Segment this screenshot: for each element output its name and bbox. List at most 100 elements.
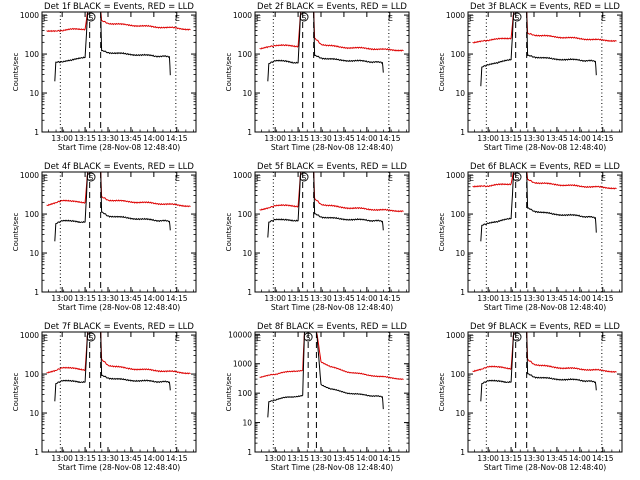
xtick-label: 13:30 xyxy=(310,134,332,143)
plot-frame xyxy=(41,171,197,293)
marker-label-s: S xyxy=(306,334,311,342)
plot-frame xyxy=(254,331,410,453)
ytick-label: 10000 xyxy=(228,330,252,339)
xtick-label: 14:00 xyxy=(143,134,165,143)
xtick-label: 14:15 xyxy=(379,294,401,303)
ytick-label: 1000 xyxy=(20,331,39,340)
xtick-label: 14:00 xyxy=(356,454,378,463)
ytick-label: 1 xyxy=(247,288,252,297)
plot-frame xyxy=(41,331,197,453)
marker-label-e-right: E xyxy=(175,334,180,343)
panel-title: Det 2f BLACK = Events, RED = LLD xyxy=(257,2,407,12)
ytick-label: 1000 xyxy=(233,360,252,369)
series-events-line xyxy=(480,332,597,402)
ytick-label: 100 xyxy=(25,50,40,59)
marker-label-e-left: E xyxy=(256,334,261,343)
xtick-label: 13:30 xyxy=(97,134,119,143)
y-axis-label: Counts/sec xyxy=(225,53,233,92)
ytick-label: 100 xyxy=(238,389,253,398)
series-lld-line xyxy=(46,172,191,208)
xtick-label: 13:45 xyxy=(333,454,355,463)
xtick-label: 14:15 xyxy=(166,294,188,303)
xtick-label: 13:00 xyxy=(51,134,73,143)
series-events-line xyxy=(267,12,384,82)
ytick-label: 1000 xyxy=(446,331,465,340)
panel-title: Det 9f BLACK = Events, RED = LLD xyxy=(470,322,620,332)
marker-label-e-left: E xyxy=(469,14,474,23)
xtick-label: 13:30 xyxy=(97,294,119,303)
xtick-label: 14:15 xyxy=(166,134,188,143)
ytick-label: 10 xyxy=(242,89,252,98)
ytick-label: 1 xyxy=(247,448,252,457)
x-axis-label: Start Time (28-Nov-08 12:48:40) xyxy=(58,463,180,472)
panel-det-2: Det 2f BLACK = Events, RED = LLD 1 10 100 10… xyxy=(225,2,410,152)
panel-det-4: Det 4f BLACK = Events, RED = LLD 1 10 100 10… xyxy=(12,162,197,312)
panel-det-7: Det 7f BLACK = Events, RED = LLD 1 10 100 10… xyxy=(12,322,197,472)
panel-det-6: Det 6f BLACK = Events, RED = LLD 1 10 100 10… xyxy=(438,162,623,312)
ytick-label: 10 xyxy=(455,249,465,258)
ytick-label: 1 xyxy=(247,128,252,137)
x-axis-label: Start Time (28-Nov-08 12:48:40) xyxy=(484,143,606,152)
ytick-label: 10 xyxy=(29,89,39,98)
panel-title: Det 8f BLACK = Events, RED = LLD xyxy=(257,322,407,332)
xtick-label: 13:00 xyxy=(264,134,286,143)
ytick-label: 1 xyxy=(34,128,39,137)
xtick-label: 14:00 xyxy=(356,134,378,143)
xtick-label: 13:15 xyxy=(287,294,309,303)
marker-label-s: S xyxy=(302,174,307,182)
plot-frame xyxy=(254,11,410,133)
xtick-label: 14:00 xyxy=(356,294,378,303)
x-axis-label: Start Time (28-Nov-08 12:48:40) xyxy=(58,143,180,152)
xtick-label: 14:15 xyxy=(592,454,614,463)
panel-title: Det 6f BLACK = Events, RED = LLD xyxy=(470,162,620,172)
plot-frame xyxy=(254,171,410,293)
plot-frame xyxy=(467,171,623,293)
ytick-label: 1 xyxy=(34,448,39,457)
ytick-label: 1000 xyxy=(233,11,252,20)
ytick-label: 10 xyxy=(455,89,465,98)
ytick-label: 100 xyxy=(451,370,466,379)
series-lld-line xyxy=(46,12,191,33)
marker-label-s: S xyxy=(89,14,94,22)
y-axis-label: Counts/sec xyxy=(12,373,20,412)
panel-title: Det 7f BLACK = Events, RED = LLD xyxy=(44,322,194,332)
marker-label-e-left: E xyxy=(43,14,48,23)
xtick-label: 13:30 xyxy=(310,294,332,303)
x-axis-label: Start Time (28-Nov-08 12:48:40) xyxy=(271,463,393,472)
ytick-label: 1000 xyxy=(20,171,39,180)
xtick-label: 14:15 xyxy=(592,294,614,303)
xtick-label: 13:15 xyxy=(500,134,522,143)
series-events-line xyxy=(54,332,171,402)
series-lld-line xyxy=(259,172,404,213)
xtick-label: 13:15 xyxy=(74,454,96,463)
ytick-label: 100 xyxy=(451,50,466,59)
ytick-label: 10 xyxy=(29,249,39,258)
xtick-label: 13:30 xyxy=(523,134,545,143)
plot-frame xyxy=(467,331,623,453)
marker-label-e-left: E xyxy=(256,14,261,23)
series-events-line xyxy=(480,12,597,87)
marker-label-s: S xyxy=(89,334,94,342)
xtick-label: 13:45 xyxy=(546,134,568,143)
xtick-label: 13:45 xyxy=(546,294,568,303)
xtick-label: 14:00 xyxy=(569,454,591,463)
xtick-label: 13:15 xyxy=(74,294,96,303)
series-lld-line xyxy=(46,332,191,375)
x-axis-label: Start Time (28-Nov-08 12:48:40) xyxy=(484,463,606,472)
xtick-label: 13:45 xyxy=(120,294,142,303)
y-axis-label: Counts/sec xyxy=(12,53,20,92)
xtick-label: 13:45 xyxy=(333,134,355,143)
y-axis-label: Counts/sec xyxy=(12,213,20,252)
marker-label-e-left: E xyxy=(43,174,48,183)
panel-det-9: Det 9f BLACK = Events, RED = LLD 1 10 100 10… xyxy=(438,322,623,472)
xtick-label: 13:00 xyxy=(264,454,286,463)
ytick-label: 1000 xyxy=(20,11,39,20)
xtick-label: 14:15 xyxy=(166,454,188,463)
marker-label-e-right: E xyxy=(388,174,393,183)
y-axis-label: Counts/sec xyxy=(225,213,233,252)
x-axis-label: Start Time (28-Nov-08 12:48:40) xyxy=(484,303,606,312)
xtick-label: 13:00 xyxy=(51,454,73,463)
marker-label-e-right: E xyxy=(388,14,393,23)
xtick-label: 13:30 xyxy=(97,454,119,463)
marker-label-e-right: E xyxy=(175,14,180,23)
